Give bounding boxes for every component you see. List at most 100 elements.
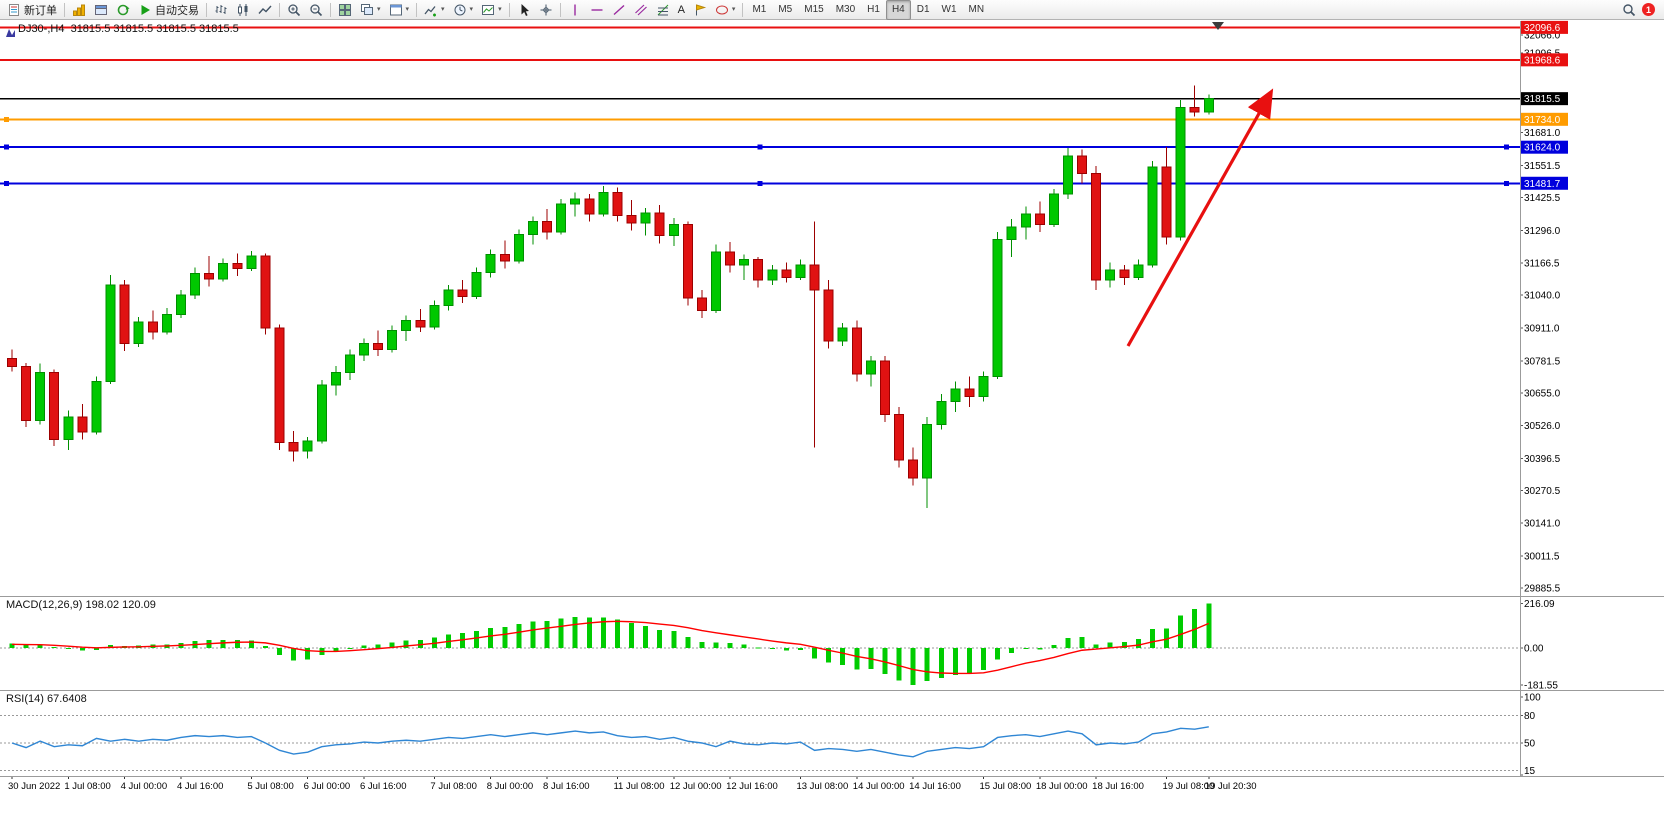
tline-icon: [612, 3, 626, 17]
time-axis-label: 6 Jul 16:00: [360, 781, 406, 792]
button-label: A: [677, 3, 685, 16]
candlestick-mode-button[interactable]: [232, 0, 254, 20]
button-label: M15: [804, 4, 824, 15]
auto-trading-button[interactable]: 自动交易: [134, 0, 203, 20]
price-badge-label: 31815.5: [1524, 94, 1561, 105]
hline-31481.7[interactable]: [0, 180, 1520, 186]
chart-plus-icon: [424, 3, 438, 17]
hline-31624.0[interactable]: [0, 144, 1520, 150]
trendline-button[interactable]: [608, 0, 630, 20]
chart-add-icon: [72, 3, 86, 17]
price-axis-label: 30270.5: [1524, 486, 1561, 497]
text-label-button[interactable]: [689, 0, 711, 20]
chart-shift-marker[interactable]: [1212, 22, 1224, 30]
crosshair-button[interactable]: [535, 0, 557, 20]
profiles-button[interactable]: [90, 0, 112, 20]
new-chart-button[interactable]: ▾: [420, 0, 449, 20]
dropdown-caret-icon: ▾: [377, 6, 381, 13]
price-badge: [1521, 20, 1568, 34]
cascade-icon: [360, 3, 374, 17]
macd-axis-label: 216.09: [1524, 599, 1555, 610]
timeframe-d1-button[interactable]: D1: [911, 0, 936, 20]
rsi-panel: 100 80 50 15: [0, 693, 1541, 777]
price-badge: [1521, 140, 1568, 154]
toolbar-separator: [559, 2, 561, 17]
timeframe-m15-button[interactable]: M15: [798, 0, 829, 20]
toolbar-separator: [742, 2, 744, 17]
hline-31734.0[interactable]: [0, 116, 1520, 122]
price-badge: [1521, 92, 1568, 106]
candles-icon: [236, 3, 250, 17]
time-axis-label: 4 Jul 16:00: [177, 781, 223, 792]
arrows-button[interactable]: ▾: [711, 0, 740, 20]
dropdown-caret-icon: ▾: [405, 6, 410, 13]
fibonacci-button[interactable]: [652, 0, 674, 20]
time-axis-label: 7 Jul 08:00: [430, 781, 476, 792]
notification-badge[interactable]: 1: [1642, 3, 1655, 16]
horizontal-line-button[interactable]: [586, 0, 608, 20]
timeframe-m5-button[interactable]: M5: [772, 0, 798, 20]
templates-button[interactable]: ▾: [477, 0, 506, 20]
panel-separators: [0, 21, 1664, 777]
timeframe-h4-button[interactable]: H4: [885, 0, 911, 20]
periods-button[interactable]: ▾: [449, 0, 478, 20]
macd-panel: 216.09 0.00 -181.55: [0, 599, 1558, 692]
clock-icon: [453, 3, 467, 17]
button-label: 自动交易: [155, 4, 199, 17]
channel-icon: [634, 3, 648, 17]
zoom-out-icon: [309, 3, 323, 17]
zoom-out-button[interactable]: [305, 0, 327, 20]
price-axis-label: 29885.5: [1524, 583, 1561, 594]
price-badge-label: 31624.0: [1524, 143, 1561, 154]
price-badge: [1521, 176, 1568, 190]
time-axis-label: 18 Jul 00:00: [1036, 781, 1088, 792]
timeframe-h1-button[interactable]: H1: [861, 0, 886, 20]
time-axis-label: 8 Jul 00:00: [487, 781, 533, 792]
cursor-button[interactable]: [513, 0, 535, 20]
new-chart-window-button[interactable]: [68, 0, 90, 20]
search-symbol-button[interactable]: [1618, 0, 1640, 20]
line-chart-mode-button[interactable]: [254, 0, 276, 20]
trend-arrow[interactable]: [1126, 88, 1274, 347]
button-label: M30: [835, 4, 856, 15]
price-badge-label: 31734.0: [1524, 115, 1561, 126]
tile-windows-button[interactable]: [334, 0, 356, 20]
profiles-icon: [94, 3, 108, 17]
crosshair-icon: [539, 3, 553, 17]
time-axis-label: 4 Jul 00:00: [121, 781, 167, 792]
zoom-in-button[interactable]: [283, 0, 305, 20]
zoom-in-icon: [287, 3, 301, 17]
chart-symbol-icon: [6, 25, 15, 43]
timeframe-m1-button[interactable]: M1: [746, 0, 772, 20]
price-badge-label: 31968.6: [1524, 55, 1561, 66]
toolbar-separator: [64, 2, 65, 17]
time-axis-label: 5 Jul 08:00: [247, 781, 293, 792]
arrange-windows-button[interactable]: ▾: [385, 0, 414, 20]
tile-icon: [338, 3, 352, 17]
vertical-line-button[interactable]: [564, 0, 586, 20]
time-axis: 30 Jun 2022 1 Jul 08:00 4 Jul 00:00 4 Jul 1…: [8, 776, 1257, 792]
timeframe-mn-button[interactable]: MN: [963, 0, 991, 20]
cascade-windows-button[interactable]: ▾: [356, 0, 385, 20]
dropdown-caret-icon: ▾: [469, 6, 474, 13]
time-axis-label: 19 Jul 08:00: [1163, 781, 1215, 792]
price-axis-label: 30655.0: [1524, 388, 1561, 399]
time-axis-label: 6 Jul 00:00: [304, 781, 350, 792]
refresh-button[interactable]: [112, 0, 134, 20]
timeframe-w1-button[interactable]: W1: [936, 0, 963, 20]
new-order-button[interactable]: 新订单: [3, 0, 61, 20]
price-axis-label: 31551.5: [1524, 161, 1561, 172]
equidistant-channel-button[interactable]: [630, 0, 652, 20]
time-axis-label: 15 Jul 08:00: [980, 781, 1032, 792]
button-label: H4: [891, 4, 905, 15]
dropdown-caret-icon: ▾: [498, 6, 502, 13]
bar-chart-mode-button[interactable]: [210, 0, 232, 20]
button-label: W1: [941, 4, 957, 15]
text-button[interactable]: A: [674, 0, 689, 20]
timeframe-m30-button[interactable]: M30: [830, 0, 861, 20]
button-label: M5: [778, 4, 793, 15]
window-icon: [389, 3, 403, 17]
time-axis-label: 12 Jul 16:00: [726, 781, 778, 792]
play-icon: [138, 3, 152, 17]
